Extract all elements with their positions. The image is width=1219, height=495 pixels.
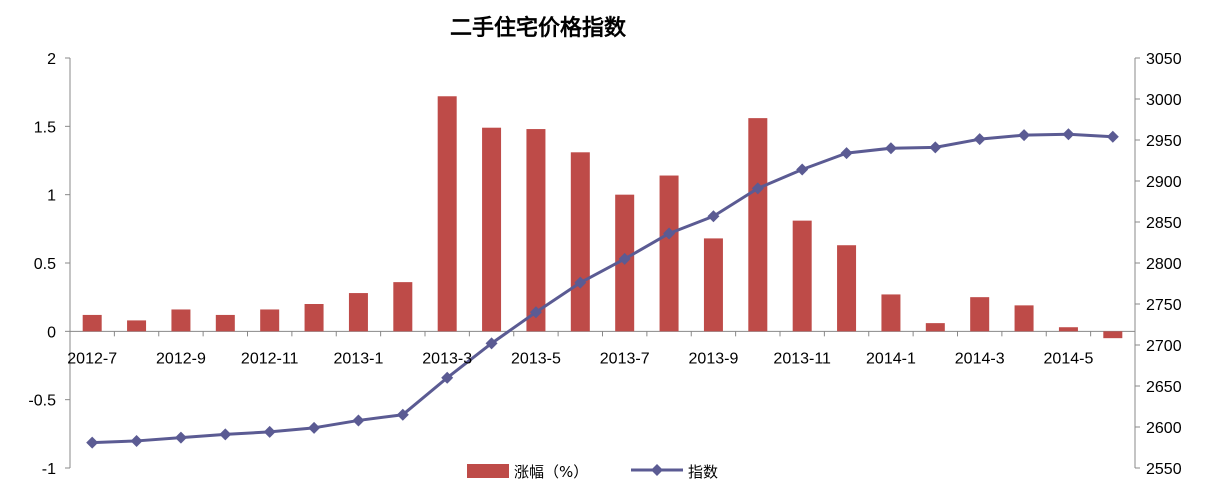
legend-line-label: 指数	[688, 463, 718, 481]
left-tick-label: -0.5	[28, 393, 56, 410]
legend-line-marker	[651, 464, 663, 476]
line-point	[485, 337, 498, 350]
bar	[1058, 327, 1078, 332]
index-line	[92, 132, 1113, 445]
bar	[1103, 331, 1123, 339]
right-tick-label: 3000	[1146, 92, 1182, 109]
bar	[1014, 305, 1034, 332]
line-point	[663, 227, 676, 240]
bar	[526, 129, 546, 332]
left-tick-label: 0	[47, 324, 56, 341]
right-tick-label: 2650	[1146, 379, 1182, 396]
right-tick-label: 2600	[1146, 420, 1182, 437]
x-tick-label: 2013-1	[334, 350, 384, 367]
left-tick-label: 1.5	[34, 119, 56, 136]
tick-labels: -1 -0.5 0 0.5 1 1.5 2 2550 2600 2650 2700 2750 2800 2…	[28, 51, 1181, 478]
bar	[748, 118, 768, 332]
bar	[348, 293, 368, 332]
line-point	[840, 147, 853, 160]
x-tick-label: 2013-9	[689, 350, 739, 367]
line-point	[308, 421, 321, 434]
chart-title: 二手住宅价格指数	[450, 15, 627, 41]
line-series	[86, 128, 1119, 449]
line-point	[219, 428, 232, 441]
bar	[171, 309, 191, 332]
bar	[792, 220, 812, 332]
line-point	[574, 276, 587, 289]
line-point	[352, 414, 365, 427]
legend-bar-swatch	[467, 464, 509, 478]
x-tick-label: 2013-11	[773, 350, 831, 367]
bar	[260, 309, 280, 332]
x-tick-label: 2014-3	[955, 350, 1005, 367]
line-point	[618, 252, 631, 265]
right-tick-label: 2850	[1146, 215, 1182, 232]
bar	[970, 297, 990, 332]
line-point	[529, 306, 542, 319]
x-tick-label: 2012-11	[241, 350, 299, 367]
x-tick-label: 2012-9	[156, 350, 206, 367]
line-point	[751, 182, 764, 195]
x-tick-label: 2014-5	[1044, 350, 1094, 367]
bar	[659, 175, 679, 332]
line-point	[130, 434, 143, 447]
line-point	[1018, 129, 1031, 142]
x-tick-label: 2013-3	[422, 350, 472, 367]
bar	[482, 127, 502, 332]
right-tick-label: 2800	[1146, 256, 1182, 273]
right-tick-label: 2550	[1146, 461, 1182, 478]
legend: 涨幅（%） 指数	[467, 463, 718, 481]
x-tick-label: 2013-7	[600, 350, 650, 367]
line-point	[86, 436, 99, 449]
right-tick-label: 2750	[1146, 297, 1182, 314]
left-tick-label: -1	[42, 461, 56, 478]
line-point	[884, 142, 897, 155]
right-tick-label: 2900	[1146, 174, 1182, 191]
right-tick-label: 2700	[1146, 338, 1182, 355]
bar	[703, 238, 723, 332]
x-tick-label: 2013-5	[511, 350, 561, 367]
bar	[82, 314, 102, 332]
bar	[304, 304, 324, 332]
bar	[570, 152, 590, 332]
bar	[393, 282, 413, 332]
line-point	[796, 163, 809, 176]
line-point	[929, 141, 942, 154]
legend-bar-label: 涨幅（%）	[514, 463, 588, 481]
bar	[215, 314, 235, 332]
line-point	[1062, 128, 1075, 141]
bar	[127, 320, 147, 332]
right-tick-label: 3050	[1146, 51, 1182, 68]
left-tick-label: 1	[47, 188, 56, 205]
bar-series	[82, 96, 1123, 339]
right-tick-label: 2950	[1146, 133, 1182, 150]
line-point	[1106, 130, 1119, 143]
x-tick-label: 2014-1	[866, 350, 916, 367]
left-tick-label: 2	[47, 51, 56, 68]
line-point	[396, 408, 409, 421]
line-point	[973, 133, 986, 146]
bar	[837, 245, 857, 332]
line-point	[441, 371, 454, 384]
x-tick-label: 2012-7	[67, 350, 117, 367]
axes	[65, 57, 1140, 469]
line-point	[707, 210, 720, 223]
bar	[437, 96, 457, 332]
bar	[881, 294, 901, 332]
bar	[925, 323, 945, 332]
line-point	[263, 425, 276, 438]
left-tick-label: 0.5	[34, 256, 56, 273]
line-point	[174, 431, 187, 444]
